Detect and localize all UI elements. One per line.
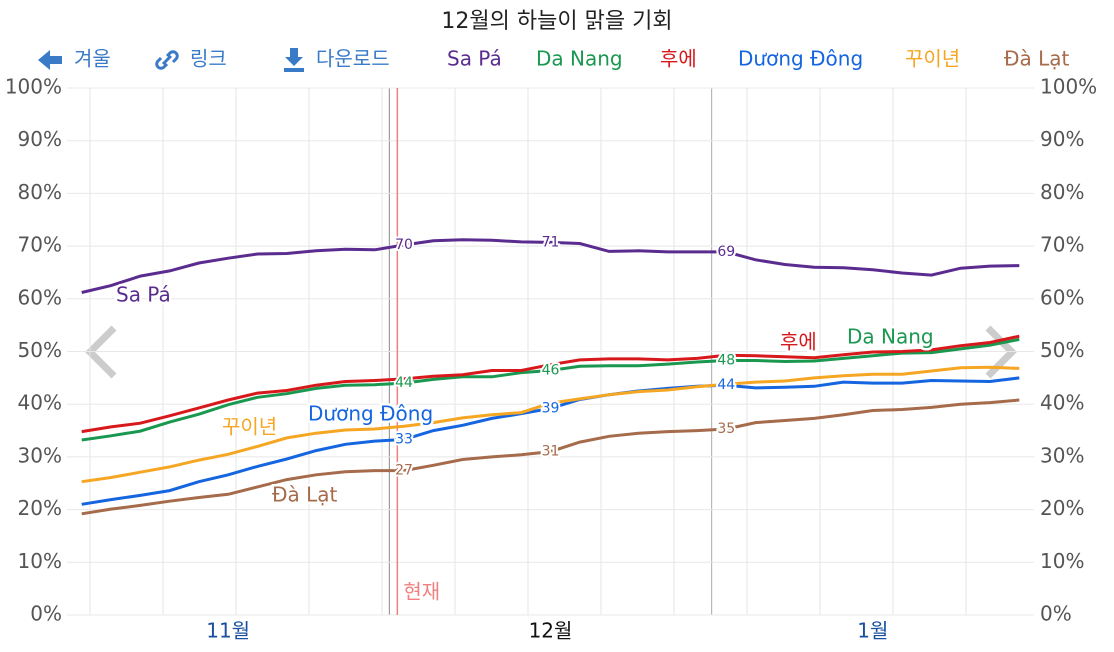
y-tick-label: 40% xyxy=(18,391,62,415)
value-label: 39 xyxy=(542,400,560,416)
y-tick-label: 90% xyxy=(18,127,62,151)
y-tick-label: 80% xyxy=(18,180,62,204)
download-icon xyxy=(284,48,304,72)
legend-label: Dương Đông xyxy=(738,47,863,71)
value-label: 35 xyxy=(717,421,735,437)
legend-label: Sa Pá xyxy=(447,47,502,71)
value-label: 48 xyxy=(717,352,735,368)
value-label: 31 xyxy=(542,444,560,460)
link-button[interactable]: 링크 xyxy=(155,47,227,71)
series-line xyxy=(81,365,1020,484)
series-label: Đà Lạt xyxy=(272,483,338,507)
y-tick-label-right: 40% xyxy=(1040,391,1084,415)
y-tick-label-right: 30% xyxy=(1040,443,1084,467)
y-tick-label-right: 0% xyxy=(1040,602,1072,626)
legend-label: 꾸이년 xyxy=(905,47,960,71)
series-line xyxy=(81,334,1020,434)
value-label: 44 xyxy=(717,377,735,393)
legend-label: Đà Lạt xyxy=(1004,47,1070,71)
legend-item[interactable]: 후에 xyxy=(660,47,697,71)
legend-item[interactable]: 꾸이년 xyxy=(905,47,960,71)
y-tick-label-right: 80% xyxy=(1040,180,1084,204)
link-label: 링크 xyxy=(190,47,227,71)
y-tick-label: 50% xyxy=(18,338,62,362)
download-button[interactable]: 다운로드 xyxy=(284,47,390,73)
value-label: 46 xyxy=(542,362,560,378)
legend-label: Da Nang xyxy=(536,47,623,71)
y-tick-label-right: 20% xyxy=(1040,496,1084,520)
y-tick-label-right: 90% xyxy=(1040,127,1084,151)
value-label: 70 xyxy=(395,237,413,253)
download-label: 다운로드 xyxy=(316,47,390,71)
y-tick-label: 20% xyxy=(18,496,62,520)
y-tick-label: 100% xyxy=(5,75,62,99)
series-line xyxy=(81,398,1020,516)
legend-label: 후에 xyxy=(660,47,697,71)
y-tick-label: 0% xyxy=(30,602,62,626)
y-tick-label-right: 50% xyxy=(1040,338,1084,362)
back-button[interactable]: 겨울 xyxy=(38,47,111,71)
y-tick-label: 60% xyxy=(18,285,62,309)
series-label: 후에 xyxy=(780,330,817,354)
legend-item[interactable]: Đà Lạt xyxy=(1004,47,1070,71)
series-line xyxy=(81,376,1020,506)
current-label: 현재 xyxy=(403,580,440,604)
series-label: Da Nang xyxy=(847,325,934,349)
legend-item[interactable]: Da Nang xyxy=(536,47,623,71)
value-label: 71 xyxy=(542,234,560,250)
back-label: 겨울 xyxy=(74,47,111,71)
series-label: Dương Đông xyxy=(308,402,433,426)
value-label: 69 xyxy=(717,244,735,260)
series-label: 꾸이년 xyxy=(222,415,277,439)
value-label: 27 xyxy=(395,463,413,479)
x-tick-label: 11월 xyxy=(206,619,250,643)
value-label: 33 xyxy=(395,432,413,448)
series-line xyxy=(81,238,1020,294)
series-line xyxy=(81,337,1020,442)
y-tick-label-right: 100% xyxy=(1040,75,1097,99)
y-tick-label: 70% xyxy=(18,233,62,257)
x-tick-label: 12월 xyxy=(529,619,573,643)
y-tick-label: 30% xyxy=(18,443,62,467)
back-icon xyxy=(38,50,62,70)
legend-item[interactable]: Dương Đông xyxy=(738,47,863,71)
y-tick-label-right: 10% xyxy=(1040,549,1084,573)
link-icon xyxy=(155,50,179,70)
x-tick-label: 1월 xyxy=(857,619,888,643)
y-tick-label: 10% xyxy=(18,549,62,573)
chart-title: 12월의 하늘이 맑을 기회 xyxy=(441,9,672,34)
legend-item[interactable]: Sa Pá xyxy=(447,47,502,71)
y-tick-label-right: 70% xyxy=(1040,233,1084,257)
toolbar: 겨울 링크 다운로드 xyxy=(38,47,390,73)
series-label: Sa Pá xyxy=(116,283,171,307)
y-tick-label-right: 60% xyxy=(1040,285,1084,309)
value-label: 44 xyxy=(395,375,413,391)
